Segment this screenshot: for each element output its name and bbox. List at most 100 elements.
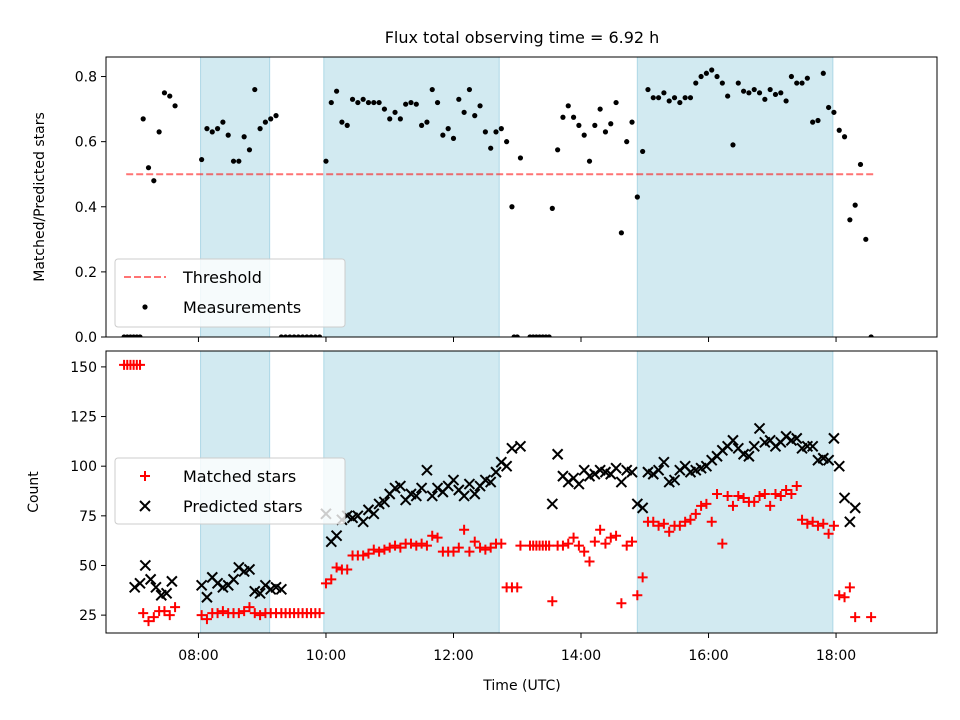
measurement-point xyxy=(560,114,566,120)
matched-star-point xyxy=(342,564,353,575)
predicted-star-point xyxy=(610,462,622,474)
predicted-star-point xyxy=(506,442,518,455)
measurement-point xyxy=(137,334,143,337)
y-tick-label: 0.4 xyxy=(75,200,97,216)
measurement-point xyxy=(278,334,284,337)
measurement-point xyxy=(666,98,672,104)
measurement-point xyxy=(514,334,520,337)
measurement-point xyxy=(687,95,694,101)
predicted-star-point xyxy=(458,490,470,502)
measurement-point xyxy=(815,117,821,124)
matched-star-point xyxy=(605,532,616,543)
predicted-star-point xyxy=(368,508,380,520)
matched-star-point xyxy=(515,540,526,551)
measurement-point xyxy=(220,119,226,125)
measurement-point xyxy=(592,122,598,128)
matched-star-point xyxy=(775,490,786,501)
y-tick-label: 0.8 xyxy=(75,70,97,86)
measurement-point xyxy=(746,90,752,96)
predicted-star-point xyxy=(463,478,476,490)
matched-star-point xyxy=(781,485,792,496)
predicted-star-point xyxy=(822,454,835,466)
legend-measurement-swatch xyxy=(142,304,148,310)
measurement-point xyxy=(145,165,152,171)
matched-star-point xyxy=(314,608,325,619)
matched-star-point xyxy=(685,514,696,525)
measurement-point xyxy=(316,334,323,337)
matched-star-point xyxy=(464,546,475,557)
matched-star-point xyxy=(627,536,638,547)
predicted-star-point xyxy=(838,492,851,504)
predicted-star-point xyxy=(421,464,433,476)
measurement-point xyxy=(820,70,826,76)
matched-star-point xyxy=(595,524,606,535)
matched-star-point xyxy=(164,610,175,621)
matched-star-point xyxy=(496,538,507,549)
y-tick-label: 75 xyxy=(79,509,97,525)
measurement-point xyxy=(360,96,366,102)
measurement-point xyxy=(246,147,253,153)
matched-star-point xyxy=(834,590,845,601)
predicted-star-point xyxy=(469,488,481,500)
measurement-point xyxy=(440,132,446,138)
predicted-star-point xyxy=(551,448,564,460)
x-tick-label: 08:00 xyxy=(178,648,218,664)
matched-star-point xyxy=(584,556,595,567)
matched-star-point xyxy=(738,492,749,503)
matched-star-point xyxy=(616,598,627,609)
measurement-point xyxy=(199,156,205,163)
matched-star-point xyxy=(690,508,701,519)
shaded-interval xyxy=(636,56,834,338)
measurement-point xyxy=(456,96,462,102)
measurement-point xyxy=(618,230,624,236)
legend-box xyxy=(114,457,346,525)
matched-star-point xyxy=(421,540,432,551)
matched-star-point xyxy=(717,538,728,549)
measurement-point xyxy=(257,126,263,132)
measurement-point xyxy=(282,334,289,337)
matched-star-point xyxy=(244,602,255,613)
measurement-point xyxy=(586,158,593,164)
predicted-star-point xyxy=(490,466,502,478)
measurement-point xyxy=(376,99,382,106)
matched-star-point xyxy=(589,536,600,547)
measurement-point xyxy=(740,88,747,94)
measurement-point xyxy=(509,204,515,210)
predicted-star-point xyxy=(849,502,861,514)
measurement-point xyxy=(804,75,810,81)
matched-star-point xyxy=(807,516,818,527)
matched-star-point xyxy=(557,540,568,551)
matched-star-point xyxy=(416,538,427,549)
measurement-point xyxy=(461,109,467,115)
x-tick-label: 16:00 xyxy=(688,648,728,664)
matched-star-point xyxy=(722,490,733,501)
measurement-point xyxy=(429,86,435,93)
measurement-point xyxy=(214,126,221,132)
measurement-point xyxy=(751,86,757,93)
matched-star-point xyxy=(363,548,374,559)
matched-star-point xyxy=(844,582,855,593)
matched-star-point xyxy=(653,520,664,531)
measurement-point xyxy=(140,116,146,122)
plot-area xyxy=(121,67,874,337)
matched-star-point xyxy=(159,606,170,617)
bottom-panel: 25 50 75 100 125 150 08:00 10:00 12:00 14:00 16:00… xyxy=(70,350,938,664)
measurement-point xyxy=(504,139,510,145)
matched-star-point xyxy=(390,540,401,551)
legend-predicted-label: Predicted stars xyxy=(183,497,303,516)
measurement-point xyxy=(852,202,858,208)
measurement-point xyxy=(608,121,614,127)
measurement-point xyxy=(613,99,619,106)
measurement-point xyxy=(151,178,157,184)
matched-star-point xyxy=(331,562,342,573)
measurement-point xyxy=(304,334,310,337)
predicted-star-point xyxy=(500,460,513,472)
measurement-point xyxy=(236,158,242,164)
predicted-star-point xyxy=(144,573,157,586)
matched-star-point xyxy=(544,540,555,551)
measurement-point xyxy=(161,90,168,96)
predicted-star-point xyxy=(447,474,460,486)
measurement-point xyxy=(488,145,494,151)
measurement-point xyxy=(709,67,715,73)
matched-star-point xyxy=(600,538,611,549)
